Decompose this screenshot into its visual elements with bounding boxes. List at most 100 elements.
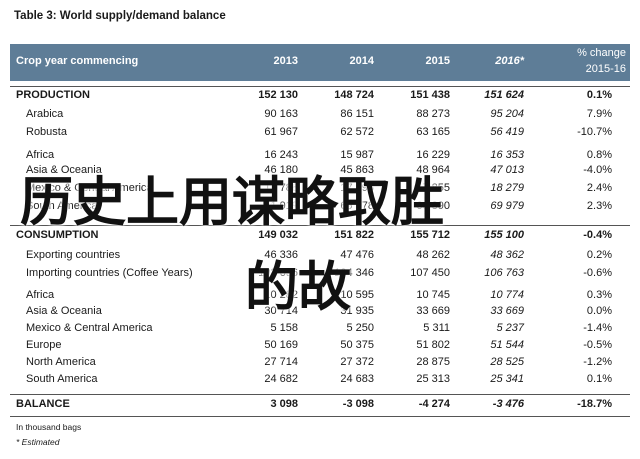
table-cell: 46 180 bbox=[264, 164, 298, 176]
table-cell: 0.8% bbox=[586, 149, 612, 161]
table-cell: 2.3% bbox=[586, 200, 612, 212]
table-cell: 90 163 bbox=[264, 108, 298, 120]
table-cell: 17 196 bbox=[340, 182, 374, 194]
row-label: Arabica bbox=[26, 108, 64, 120]
table-cell: 45 863 bbox=[340, 164, 374, 176]
row-label: Africa bbox=[26, 149, 55, 161]
row-label: Asia & Oceania bbox=[26, 305, 102, 317]
table-cell: 51 802 bbox=[416, 339, 450, 351]
table-cell: 71 919 bbox=[264, 200, 298, 212]
row-label: North America bbox=[26, 356, 96, 368]
table-cell: 48 262 bbox=[416, 249, 450, 261]
table-cell: -0.5% bbox=[583, 339, 612, 351]
table-cell: -3 098 bbox=[342, 398, 374, 410]
footnote: * Estimated bbox=[16, 437, 60, 447]
table-cell: 17 855 bbox=[416, 182, 450, 194]
column-header: Crop year commencing bbox=[16, 55, 139, 67]
table-cell: 0.1% bbox=[586, 89, 612, 101]
row-label: Asia & Oceania bbox=[26, 164, 102, 176]
table-cell: 152 130 bbox=[258, 89, 298, 101]
table-cell: 51 544 bbox=[490, 339, 524, 351]
row-label: Mexico & Central America bbox=[26, 322, 153, 334]
row-label: Robusta bbox=[26, 126, 67, 138]
table-cell: -1.2% bbox=[583, 356, 612, 368]
table-cell: 151 822 bbox=[334, 229, 374, 241]
table-cell: 16 243 bbox=[264, 149, 298, 161]
table-cell: 15 987 bbox=[340, 149, 374, 161]
table-cell: 68 390 bbox=[416, 200, 450, 212]
table-cell: 33 669 bbox=[416, 305, 450, 317]
table-cell: 28 525 bbox=[490, 356, 524, 368]
footnote: In thousand bags bbox=[16, 422, 82, 432]
table-cell: 18 279 bbox=[490, 182, 524, 194]
table-cell: 27 714 bbox=[264, 356, 298, 368]
table-cell: 0.2% bbox=[586, 249, 612, 261]
table-cell: 95 204 bbox=[490, 108, 524, 120]
table-cell: 0.1% bbox=[586, 373, 612, 385]
table-cell: 31 935 bbox=[340, 305, 374, 317]
table-cell: 88 273 bbox=[416, 108, 450, 120]
table-cell: 5 250 bbox=[346, 322, 374, 334]
column-header: 2013 bbox=[273, 55, 298, 67]
table-cell: 16 353 bbox=[490, 149, 524, 161]
table-cell: 25 341 bbox=[490, 373, 524, 385]
section-label: PRODUCTION bbox=[16, 89, 90, 101]
column-header: 2015-16 bbox=[585, 63, 626, 75]
rule-line bbox=[10, 394, 630, 395]
table-cell: 47 013 bbox=[490, 164, 524, 176]
row-label: Mexico & Central America bbox=[26, 182, 153, 194]
table-cell: -4.0% bbox=[583, 164, 612, 176]
table-cell: 107 450 bbox=[410, 267, 450, 279]
table-cell: 62 572 bbox=[340, 126, 374, 138]
table-cell: 155 712 bbox=[410, 229, 450, 241]
table-cell: 47 476 bbox=[340, 249, 374, 261]
table-cell: 5 237 bbox=[496, 322, 524, 334]
table-cell: 2.4% bbox=[586, 182, 612, 194]
row-label: Africa bbox=[26, 289, 55, 301]
section-label: CONSUMPTION bbox=[16, 229, 99, 241]
table-cell: 104 346 bbox=[334, 267, 374, 279]
row-label: Importing countries (Coffee Years) bbox=[26, 267, 193, 279]
table-cell: 63 165 bbox=[416, 126, 450, 138]
table-cell: 10 745 bbox=[416, 289, 450, 301]
rule-line bbox=[10, 225, 630, 226]
table-cell: 10 774 bbox=[490, 289, 524, 301]
table-cell: 69 979 bbox=[490, 200, 524, 212]
table-cell: 102 696 bbox=[258, 267, 298, 279]
table-cell: 10 282 bbox=[264, 289, 298, 301]
table-cell: 155 100 bbox=[484, 229, 524, 241]
table-cell: 46 336 bbox=[264, 249, 298, 261]
table-cell: -10.7% bbox=[577, 126, 612, 138]
table-cell: 148 724 bbox=[334, 89, 374, 101]
table-cell: -0.6% bbox=[583, 267, 612, 279]
table-cell: 149 032 bbox=[258, 229, 298, 241]
rule-line bbox=[10, 86, 630, 87]
table-cell: 0.0% bbox=[586, 305, 612, 317]
table-cell: 3 098 bbox=[270, 398, 298, 410]
table-cell: 27 372 bbox=[340, 356, 374, 368]
section-label: BALANCE bbox=[16, 398, 70, 410]
header-bar bbox=[10, 44, 630, 81]
table-cell: 50 375 bbox=[340, 339, 374, 351]
table-cell: -1.4% bbox=[583, 322, 612, 334]
rule-line bbox=[10, 416, 630, 417]
table-cell: 48 964 bbox=[416, 164, 450, 176]
table-cell: 24 682 bbox=[264, 373, 298, 385]
table-cell: -3 476 bbox=[492, 398, 524, 410]
table-cell: 0.3% bbox=[586, 289, 612, 301]
table-cell: 10 595 bbox=[340, 289, 374, 301]
table-cell: 30 714 bbox=[264, 305, 298, 317]
column-header: 2016* bbox=[495, 55, 524, 67]
table-cell: 16 229 bbox=[416, 149, 450, 161]
table-cell: 33 669 bbox=[490, 305, 524, 317]
table-title: Table 3: World supply/demand balance bbox=[14, 10, 226, 22]
table-cell: -18.7% bbox=[577, 398, 612, 410]
table-cell: 25 313 bbox=[416, 373, 450, 385]
column-header: 2014 bbox=[349, 55, 374, 67]
table-cell: -0.4% bbox=[583, 229, 612, 241]
table-cell: 5 158 bbox=[270, 322, 298, 334]
watermark-text: 的故 bbox=[245, 257, 351, 318]
table-cell: 48 362 bbox=[490, 249, 524, 261]
table-cell: 151 438 bbox=[410, 89, 450, 101]
